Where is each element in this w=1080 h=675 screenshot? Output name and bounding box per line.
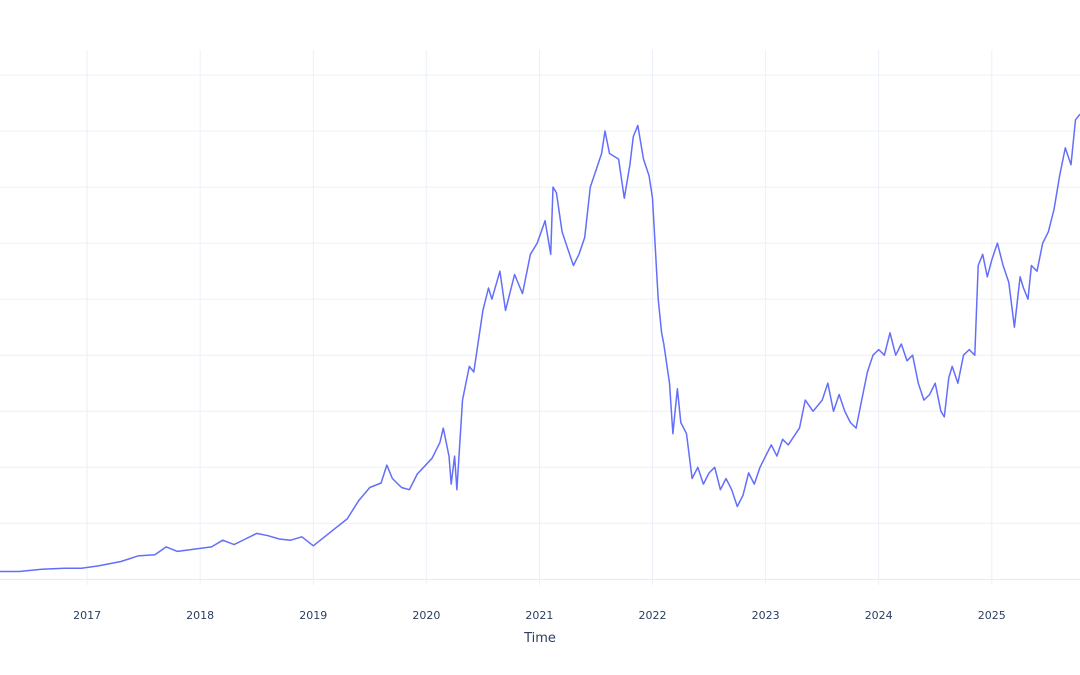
- x-tick-label: 2017: [73, 609, 101, 622]
- grid: [0, 50, 1080, 585]
- series-line: [0, 113, 1080, 573]
- x-tick-label: 2020: [412, 609, 440, 622]
- x-tick-label: 2023: [752, 609, 780, 622]
- x-tick-label: 2021: [525, 609, 553, 622]
- x-tick-label: 2018: [186, 609, 214, 622]
- x-axis-title: Time: [523, 631, 556, 646]
- x-tick-label: 2019: [299, 609, 327, 622]
- x-tick-label: 2022: [639, 609, 667, 622]
- x-tick-label: 2025: [978, 609, 1006, 622]
- x-tick-label: 2024: [865, 609, 893, 622]
- x-axis-ticks: 2017 2018 2019 2020 2021 2022 2023 2024 2025: [73, 609, 1006, 622]
- series-group: [0, 113, 1080, 573]
